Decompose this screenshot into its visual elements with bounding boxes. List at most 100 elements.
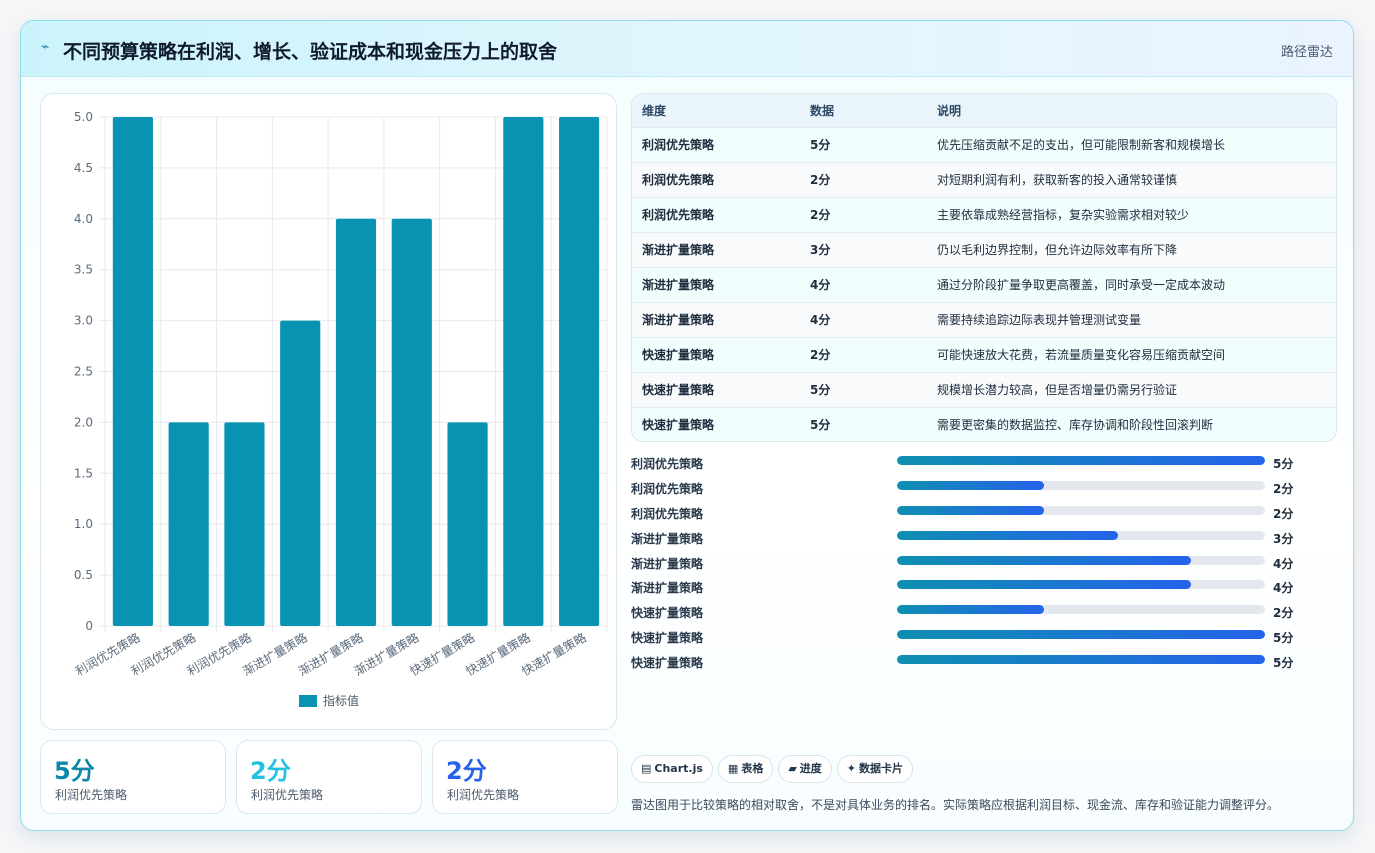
table-cell-dimension: 利润优先策略 [642, 173, 715, 187]
kpi-label: 利润优先策略 [55, 788, 128, 802]
progress-fill [897, 580, 1192, 590]
kpi-card: 2分 利润优先策略 [432, 740, 618, 814]
table-row: 利润优先策略 2分 主要依靠成熟经营指标，复杂实验需求相对较少 [632, 197, 1336, 232]
progress-value: 2分 [1273, 606, 1294, 621]
table-cell-dimension: 渐进扩量策略 [642, 278, 715, 292]
table-row: 快速扩量策略 5分 需要更密集的数据监控、库存协调和阶段性回滚判断 [632, 407, 1336, 441]
table-cell-data: 3分 [810, 243, 831, 257]
progress-label: 快速扩量策略 [631, 631, 704, 646]
header: ⌁ 不同预算策略在利润、增长、验证成本和现金压力上的取舍 路径雷达 [21, 21, 1353, 77]
progress-fill [897, 605, 1045, 615]
progress-fill [897, 480, 1045, 490]
progress-value: 3分 [1273, 531, 1294, 546]
page-title: 不同预算策略在利润、增长、验证成本和现金压力上的取舍 [63, 41, 558, 63]
y-tick-label: 4.5 [74, 161, 93, 175]
table-row: 利润优先策略 5分 优先压缩贡献不足的支出，但可能限制新客和规模增长 [632, 127, 1336, 162]
progress-fill [897, 505, 1045, 515]
bar[interactable] [112, 117, 153, 626]
progress-row: 快速扩量策略 5分 [631, 652, 1331, 677]
progress-label: 渐进扩量策略 [631, 581, 704, 596]
bar[interactable] [391, 218, 432, 627]
progress-fill [897, 456, 1265, 465]
progress-fill [897, 530, 1118, 540]
table-row: 快速扩量策略 5分 规模增长潜力较高，但是否增量仍需另行验证 [632, 372, 1336, 407]
table-icon: ▦ [727, 762, 739, 775]
bar-chart: 00.51.01.52.02.53.03.54.04.55.0利润优先策略利润优… [73, 110, 608, 708]
bar-chart-panel: 0 0.5 1.0 1.5 2.0 2.5 3.0 3.5 4.0 4.5 5.0 利润优先策略 利润优… [40, 93, 617, 730]
progress-track [897, 505, 1265, 515]
progress-track [897, 530, 1265, 540]
y-tick-label: 1.0 [74, 517, 93, 531]
progress-row: 渐进扩量策略 4分 [631, 577, 1331, 602]
bar[interactable] [224, 422, 265, 626]
table-cell-description: 主要依靠成熟经营指标，复杂实验需求相对较少 [937, 208, 1190, 222]
footnote: 雷达图用于比较策略的相对取舍，不是对具体业务的排名。实际策略应根据利润目标、现金… [631, 798, 1280, 812]
progress-track [897, 555, 1265, 565]
progress-track [897, 605, 1265, 615]
table-row: 渐进扩量策略 3分 仍以毛利边界控制，但允许边际效率有所下降 [632, 232, 1336, 267]
table-cell-dimension: 渐进扩量策略 [642, 313, 715, 327]
table-cell-description: 优先压缩贡献不足的支出，但可能限制新客和规模增长 [937, 138, 1226, 152]
progress-row: 渐进扩量策略 4分 [631, 553, 1331, 578]
kpi-label: 利润优先策略 [447, 788, 520, 802]
progress-track [897, 580, 1265, 590]
table-cell-description: 对短期利润有利，获取新客的投入通常较谨慎 [937, 173, 1178, 187]
progress-row: 利润优先策略 2分 [631, 503, 1331, 528]
table-cell-dimension: 快速扩量策略 [642, 418, 715, 433]
progress-value: 2分 [1273, 506, 1294, 521]
chip-sparkle[interactable]: ✦ 数据卡片 [836, 755, 914, 783]
progress-value: 5分 [1273, 457, 1294, 471]
data-table: 维度 数据 说明 利润优先策略 5分 优先压缩贡献不足的支出，但可能限制新客和规模增… [632, 94, 1336, 441]
table-cell-data: 2分 [810, 208, 831, 222]
kpi-value: 5分 [54, 757, 95, 785]
dashboard-card: ⌁ 不同预算策略在利润、增长、验证成本和现金压力上的取舍 路径雷达 0 0.5 1.… [20, 20, 1354, 831]
table-cell-dimension: 渐进扩量策略 [642, 243, 715, 257]
y-tick-label: 1.5 [74, 466, 93, 480]
progress-label: 利润优先策略 [631, 506, 704, 521]
table-cell-data: 5分 [810, 383, 831, 397]
progress-list: 利润优先策略 5分 利润优先策略 2分 利润优先策略 2分 渐进扩量策略 3分 渐进扩量策略 4分… [631, 453, 1331, 677]
bar[interactable] [335, 218, 377, 627]
tech-chips: ▤ Chart.js ▦ 表格 ▰ 进度 ✦ 数据卡片 [631, 755, 918, 783]
table-cell-description: 规模增长潜力较高，但是否增量仍需另行验证 [937, 383, 1178, 397]
progress-track [897, 480, 1265, 490]
table-row: 利润优先策略 2分 对短期利润有利，获取新客的投入通常较谨慎 [632, 162, 1336, 197]
bar[interactable] [168, 422, 209, 626]
legend-label: 指标值 [323, 693, 359, 708]
bar[interactable] [280, 320, 321, 626]
progress-icon: ▰ [788, 762, 797, 775]
sparkle-icon: ✦ [846, 762, 857, 775]
kpi-card: 2分 利润优先策略 [236, 740, 422, 814]
progress-value: 5分 [1273, 631, 1294, 646]
table-cell-data: 2分 [810, 348, 831, 362]
progress-fill [897, 655, 1265, 665]
progress-label: 快速扩量策略 [631, 656, 704, 671]
legend-swatch[interactable] [299, 695, 317, 707]
chip-chart[interactable]: ▤ Chart.js [631, 755, 713, 783]
y-tick-label: 0 [85, 619, 93, 633]
chip-label: 表格 [741, 762, 764, 775]
progress-label: 快速扩量策略 [631, 606, 704, 621]
table-cell-description: 需要持续追踪边际表现并管理测试变量 [937, 313, 1142, 327]
table-cell-data: 5分 [810, 418, 831, 433]
progress-row: 快速扩量策略 2分 [631, 602, 1331, 627]
progress-track [897, 630, 1265, 640]
progress-label: 利润优先策略 [631, 457, 704, 471]
progress-track [897, 655, 1265, 665]
y-tick-label: 0.5 [74, 568, 93, 582]
chip-table[interactable]: ▦ 表格 [717, 755, 774, 783]
bar[interactable] [559, 117, 600, 626]
chart-icon: ▤ [641, 762, 652, 775]
progress-fill [897, 630, 1265, 640]
progress-fill [897, 555, 1192, 565]
kpi-card: 5分利润优先策略 [40, 740, 226, 814]
progress-row: 快速扩量策略 5分 [631, 627, 1331, 652]
progress-row: 利润优先策略 2分 [631, 478, 1331, 503]
chip-progress[interactable]: ▰ 进度 [778, 755, 832, 783]
table-cell-dimension: 快速扩量策略 [642, 348, 715, 362]
bar[interactable] [447, 422, 488, 626]
bar[interactable] [503, 117, 544, 626]
progress-value: 2分 [1273, 481, 1294, 496]
chip-label: 数据卡片 [859, 762, 904, 775]
y-tick-label: 3.5 [74, 263, 93, 277]
